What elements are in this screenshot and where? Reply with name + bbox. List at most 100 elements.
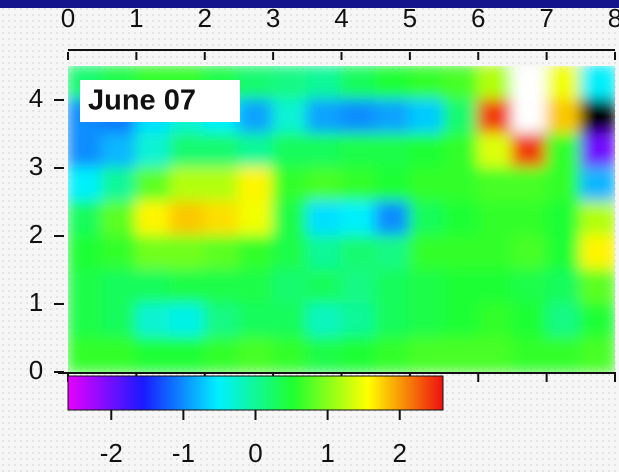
heat-cell (579, 167, 615, 203)
heat-cell (579, 99, 615, 135)
heat-cell (579, 235, 615, 271)
heatmap (68, 66, 615, 372)
x-tick-label: 8 (608, 3, 619, 33)
colorbar-tick-label: 2 (392, 438, 406, 468)
heat-cell (340, 235, 377, 271)
heat-cell (545, 167, 582, 203)
heat-cell (443, 269, 480, 305)
heat-cell (477, 201, 514, 237)
heat-cell (374, 133, 411, 169)
heat-cell (237, 167, 275, 203)
y-tick-label: 2 (29, 219, 43, 249)
heat-cell (272, 66, 309, 101)
heat-cell (340, 167, 377, 203)
heat-cell (68, 269, 104, 305)
heat-cell (203, 133, 240, 169)
heat-cell (306, 269, 343, 305)
heat-cell (443, 303, 480, 339)
heat-cell (272, 235, 309, 271)
map-label: June 07 (88, 85, 196, 117)
heat-cell (272, 269, 309, 305)
heat-cell (511, 269, 548, 305)
heat-cell (511, 133, 548, 169)
heat-cell (135, 133, 172, 169)
heat-cell (135, 269, 172, 305)
x-tick-label: 2 (198, 3, 212, 33)
heat-cell (408, 269, 446, 305)
heat-cell (408, 66, 446, 101)
heat-cell (545, 303, 582, 339)
top-band (0, 0, 619, 8)
heat-cell (237, 337, 275, 372)
heat-cell (135, 303, 172, 339)
heat-cell (169, 201, 206, 237)
y-tick-label: 1 (29, 287, 43, 317)
heat-cell (374, 269, 411, 305)
heat-cell (340, 269, 377, 305)
heat-cell (374, 201, 411, 237)
heat-cell (579, 337, 615, 372)
heat-cell (272, 201, 309, 237)
heat-cell (511, 66, 548, 101)
heat-cell (169, 269, 206, 305)
heat-cell (237, 99, 275, 135)
x-tick-label: 0 (61, 3, 75, 33)
heat-cell (237, 235, 275, 271)
heat-cell (443, 167, 480, 203)
heat-cell (306, 303, 343, 339)
heat-cell (203, 303, 240, 339)
heat-cell (272, 337, 309, 372)
heat-cell (306, 66, 343, 101)
colorbar-tick-label: 1 (320, 438, 334, 468)
heat-cell (511, 337, 548, 372)
heat-cell (101, 201, 138, 237)
heat-cell (340, 133, 377, 169)
heat-cell (306, 337, 343, 372)
y-tick-label: 4 (29, 83, 43, 113)
heat-cell (511, 99, 548, 135)
heat-cell (203, 167, 240, 203)
heat-cell (169, 167, 206, 203)
x-tick-label: 5 (403, 3, 417, 33)
heat-cell (408, 235, 446, 271)
heat-cell (477, 133, 514, 169)
heat-cell (511, 235, 548, 271)
heat-cell (272, 303, 309, 339)
heat-cell (68, 201, 104, 237)
heat-cell (68, 167, 104, 203)
heat-cell (135, 337, 172, 372)
heat-cell (545, 201, 582, 237)
heat-cell (545, 66, 582, 101)
heat-cell (203, 337, 240, 372)
heat-cell (169, 337, 206, 372)
heat-cell (272, 133, 309, 169)
heat-cell (477, 235, 514, 271)
heat-cell (511, 201, 548, 237)
heat-cell (477, 99, 514, 135)
heat-cell (408, 303, 446, 339)
heat-cell (237, 133, 275, 169)
heat-cell (237, 66, 275, 101)
heat-cell (101, 303, 138, 339)
plot-area (68, 66, 615, 372)
heat-cell (374, 167, 411, 203)
heat-cell (408, 201, 446, 237)
label-box (80, 80, 240, 122)
heat-cell (477, 303, 514, 339)
heat-cell (272, 167, 309, 203)
heat-cell (511, 303, 548, 339)
heat-cell (579, 66, 615, 101)
heat-cell (101, 235, 138, 271)
x-tick-label: 7 (539, 3, 553, 33)
heat-cell (237, 269, 275, 305)
heat-cell (68, 337, 104, 372)
heat-cell (374, 235, 411, 271)
heat-cell (511, 167, 548, 203)
heat-cell (169, 133, 206, 169)
heat-cell (340, 303, 377, 339)
heat-cell (408, 337, 446, 372)
x-tick-label: 4 (334, 3, 348, 33)
heat-cell (135, 235, 172, 271)
heat-cell (203, 235, 240, 271)
